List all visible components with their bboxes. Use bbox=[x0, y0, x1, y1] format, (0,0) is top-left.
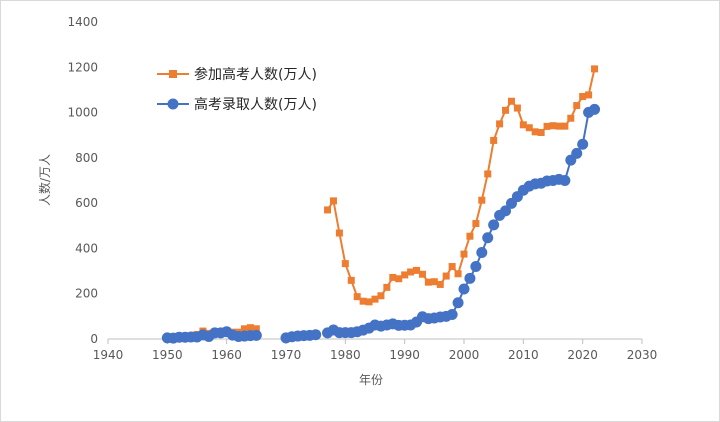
x-axis-title: 年份 bbox=[359, 373, 383, 387]
data-point-square bbox=[537, 128, 545, 136]
data-point-circle bbox=[500, 205, 512, 217]
data-point-square bbox=[395, 275, 403, 283]
data-point-square bbox=[561, 122, 569, 130]
data-point-square bbox=[585, 91, 593, 99]
data-point-circle bbox=[482, 232, 494, 244]
data-point-square bbox=[549, 122, 557, 130]
y-tick-label: 1000 bbox=[67, 106, 98, 120]
data-point-square bbox=[353, 293, 361, 301]
x-tick-label: 1960 bbox=[211, 348, 242, 362]
y-tick-labels: 0 200 400 600 800 1000 1200 1400 bbox=[67, 15, 98, 346]
data-point-square bbox=[460, 250, 468, 258]
data-point-circle bbox=[476, 247, 488, 259]
data-point-square bbox=[555, 122, 563, 130]
data-point-circle bbox=[458, 283, 470, 295]
data-point-square bbox=[525, 124, 533, 132]
data-point-square bbox=[329, 197, 337, 205]
data-point-square bbox=[490, 136, 498, 144]
data-point-square bbox=[478, 196, 486, 204]
legend-label-series-2: 高考录取人数(万人) bbox=[194, 96, 317, 113]
data-point-square bbox=[371, 295, 379, 303]
data-point-square bbox=[513, 104, 521, 112]
x-tick-label: 1990 bbox=[389, 348, 420, 362]
x-tick-label: 2020 bbox=[567, 348, 598, 362]
data-point-square bbox=[377, 292, 385, 300]
data-point-square bbox=[543, 122, 551, 130]
data-point-square bbox=[436, 280, 444, 288]
data-point-square bbox=[454, 270, 462, 278]
data-point-square bbox=[591, 65, 599, 73]
data-point-square bbox=[484, 170, 492, 178]
data-point-square bbox=[507, 97, 515, 105]
legend-marker-circle bbox=[167, 98, 179, 110]
data-point-square bbox=[359, 297, 367, 305]
x-tick-label: 2000 bbox=[449, 348, 480, 362]
data-point-circle bbox=[470, 261, 482, 273]
data-point-square bbox=[413, 266, 421, 274]
data-point-square bbox=[401, 271, 409, 279]
data-point-square bbox=[246, 324, 254, 332]
y-tick-label: 800 bbox=[75, 151, 98, 165]
x-tick-label: 1970 bbox=[271, 348, 302, 362]
y-tick-label: 1200 bbox=[67, 60, 98, 74]
data-point-circle bbox=[559, 175, 571, 186]
data-point-square bbox=[389, 273, 397, 281]
data-point-circle bbox=[446, 309, 458, 321]
data-point-circle bbox=[577, 138, 589, 150]
data-point-circle bbox=[464, 272, 476, 284]
legend-entry-series-2: 高考录取人数(万人) bbox=[157, 96, 317, 113]
data-point-square bbox=[383, 283, 391, 291]
data-point-square bbox=[502, 106, 510, 114]
data-point-circle bbox=[488, 219, 500, 231]
data-point-square bbox=[407, 268, 415, 276]
data-point-circle bbox=[310, 329, 322, 341]
x-tick-label: 1980 bbox=[330, 348, 361, 362]
y-tick-label: 600 bbox=[75, 196, 98, 210]
y-tick-label: 400 bbox=[75, 241, 98, 255]
data-point-square bbox=[424, 278, 432, 286]
data-point-square bbox=[448, 263, 456, 271]
data-point-square bbox=[335, 229, 343, 237]
data-point-square bbox=[442, 272, 450, 280]
data-point-square bbox=[430, 278, 438, 286]
series-2 bbox=[161, 103, 601, 344]
data-point-square bbox=[496, 120, 504, 128]
y-axis-title: 人数/万人 bbox=[37, 154, 52, 206]
x-tick-labels: 1940 1950 1960 1970 1980 1990 2000 2010 2020 2030 bbox=[93, 348, 658, 362]
data-point-circle bbox=[589, 103, 601, 115]
legend-marker-square bbox=[169, 70, 177, 78]
x-tick-label: 2010 bbox=[508, 348, 539, 362]
x-tick-label: 1940 bbox=[93, 348, 124, 362]
legend-label-series-1: 参加高考人数(万人) bbox=[194, 66, 317, 83]
data-point-square bbox=[579, 92, 587, 100]
data-point-square bbox=[466, 232, 474, 240]
data-point-square bbox=[341, 260, 349, 268]
data-point-square bbox=[519, 121, 527, 129]
series-layer bbox=[161, 65, 601, 344]
data-point-circle bbox=[452, 297, 464, 309]
x-tick-label: 1950 bbox=[152, 348, 183, 362]
data-point-square bbox=[252, 325, 260, 333]
data-point-square bbox=[567, 114, 575, 122]
data-point-square bbox=[324, 206, 332, 214]
data-point-square bbox=[418, 270, 426, 278]
y-tick-label: 1400 bbox=[67, 15, 98, 29]
data-point-circle bbox=[571, 147, 583, 159]
data-point-circle bbox=[250, 329, 262, 341]
data-point-square bbox=[240, 325, 248, 333]
y-tick-label: 200 bbox=[75, 287, 98, 301]
data-point-square bbox=[365, 298, 373, 306]
data-point-square bbox=[573, 102, 581, 110]
data-point-square bbox=[531, 128, 539, 136]
y-tick-label: 0 bbox=[90, 332, 98, 346]
legend: 参加高考人数(万人) 高考录取人数(万人) bbox=[157, 66, 317, 113]
data-point-square bbox=[347, 276, 355, 284]
legend-entry-series-1: 参加高考人数(万人) bbox=[157, 66, 317, 83]
x-tick-label: 2030 bbox=[627, 348, 658, 362]
data-point-square bbox=[472, 220, 480, 228]
